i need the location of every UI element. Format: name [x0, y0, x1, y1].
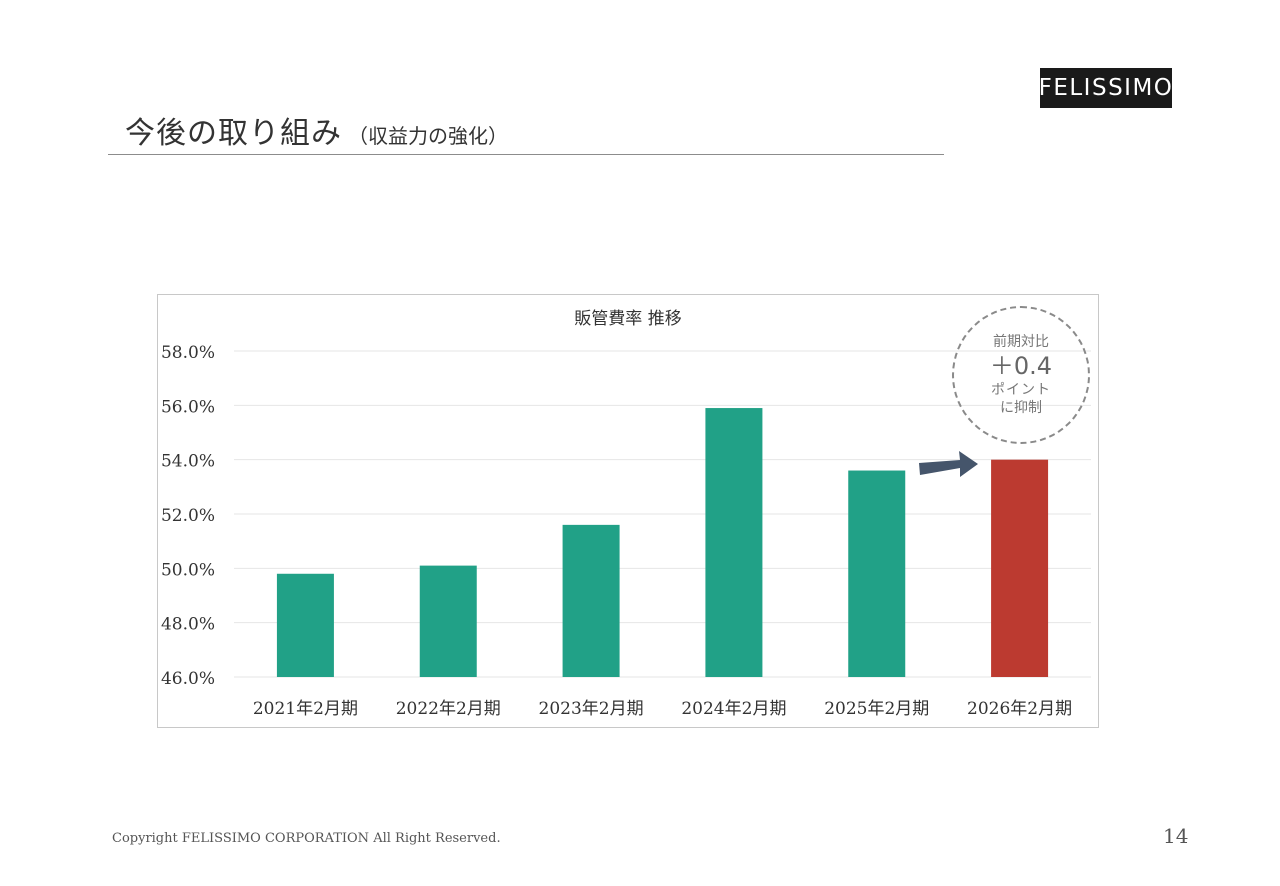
x-tick-label: 2022年2月期 [396, 699, 501, 719]
felissimo-logo: FELISSIMO [1039, 68, 1172, 108]
bar [705, 408, 763, 677]
y-tick-label: 46.0% [161, 669, 215, 689]
y-axis-ticks: 46.0% 48.0% 50.0% 52.0% 54.0% 56.0% 58.0% [161, 343, 215, 689]
y-tick-label: 54.0% [161, 452, 215, 472]
bars [276, 408, 1049, 677]
annotation-line-1: 前期対比 [993, 334, 1049, 350]
y-tick-label: 50.0% [161, 560, 215, 580]
copyright-text: Copyright FELISSIMO CORPORATION All Righ… [112, 831, 501, 846]
y-tick-label: 56.0% [161, 397, 215, 417]
bar [419, 565, 477, 677]
slide-title-main: 今後の取り組み [125, 116, 342, 151]
gridlines [234, 350, 1091, 678]
annotation-line-3: ポイント [991, 382, 1051, 398]
y-tick-label: 58.0% [161, 343, 215, 363]
chart-title: 販管費率 推移 [574, 309, 681, 329]
chart-frame [157, 294, 1099, 728]
x-tick-label: 2023年2月期 [539, 699, 644, 719]
arrow-icon [919, 451, 978, 477]
x-tick-label: 2025年2月期 [824, 699, 929, 719]
bar [562, 524, 620, 677]
bar [848, 470, 906, 677]
slide-title: 今後の取り組み （収益力の強化） [125, 108, 508, 152]
trend-arrow [919, 451, 978, 477]
annotation-line-2: ＋0.4 [989, 352, 1053, 380]
page-number: 14 [1163, 824, 1189, 848]
slide-title-subtitle: （収益力の強化） [348, 124, 508, 148]
y-tick-label: 52.0% [161, 506, 215, 526]
bar [276, 573, 334, 677]
x-tick-label: 2021年2月期 [253, 699, 358, 719]
x-tick-label: 2024年2月期 [681, 699, 786, 719]
x-axis-ticks: 2021年2月期 2022年2月期 2023年2月期 2024年2月期 2025年2月期… [253, 699, 1072, 719]
bar [991, 459, 1049, 677]
change-annotation: 前期対比 ＋0.4 ポイント に抑制 [952, 306, 1090, 444]
y-tick-label: 48.0% [161, 615, 215, 635]
x-tick-label: 2026年2月期 [967, 699, 1072, 719]
annotation-line-4: に抑制 [1000, 400, 1042, 416]
title-divider [108, 154, 944, 155]
